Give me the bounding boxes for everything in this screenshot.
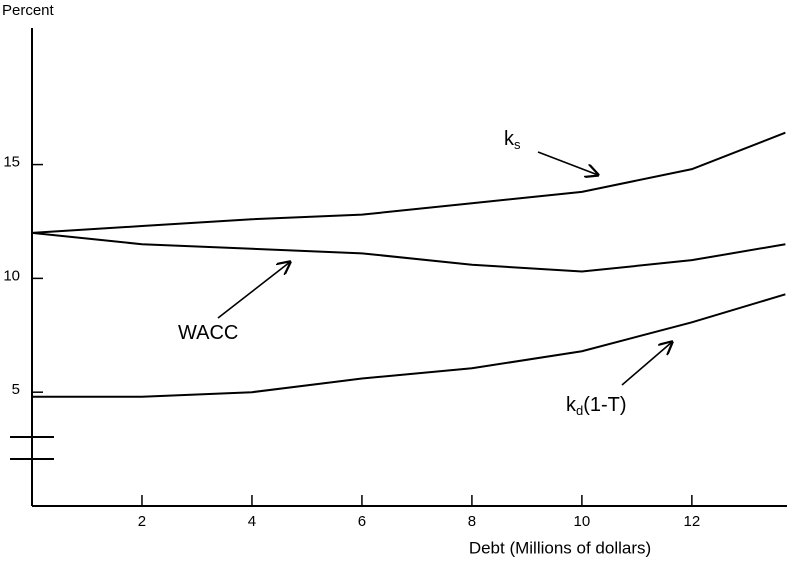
x-axis-label: Debt (Millions of dollars) bbox=[469, 538, 651, 557]
y-tick-label: 5 bbox=[12, 381, 20, 398]
arrow bbox=[621, 342, 672, 386]
x-tick-label: 8 bbox=[468, 513, 476, 530]
annotation: kd(1-T) bbox=[566, 394, 627, 418]
x-tick-label: 2 bbox=[138, 513, 146, 530]
annotation-suffix: (1-T) bbox=[583, 394, 626, 416]
x-tick-label: 6 bbox=[358, 513, 366, 530]
line bbox=[31, 231, 786, 273]
annotation: ks bbox=[504, 128, 521, 152]
y-tick-label: 15 bbox=[3, 154, 20, 171]
annotation-text: k bbox=[566, 394, 577, 416]
arrow bbox=[537, 151, 598, 175]
annotation: WACC bbox=[178, 322, 238, 344]
line bbox=[32, 293, 786, 398]
x-tick-label: 12 bbox=[684, 513, 701, 530]
annotation-subscript: d bbox=[576, 403, 583, 418]
arrow bbox=[217, 262, 290, 319]
y-tick-label: 10 bbox=[3, 267, 20, 284]
x-tick-label: 4 bbox=[248, 513, 256, 530]
annotation-text: WACC bbox=[178, 322, 238, 344]
x-tick-label: 10 bbox=[574, 513, 591, 530]
line bbox=[31, 131, 786, 234]
annotation-subscript: s bbox=[514, 137, 521, 152]
annotation-text: k bbox=[504, 128, 515, 150]
y-axis-label: Percent bbox=[2, 2, 55, 19]
